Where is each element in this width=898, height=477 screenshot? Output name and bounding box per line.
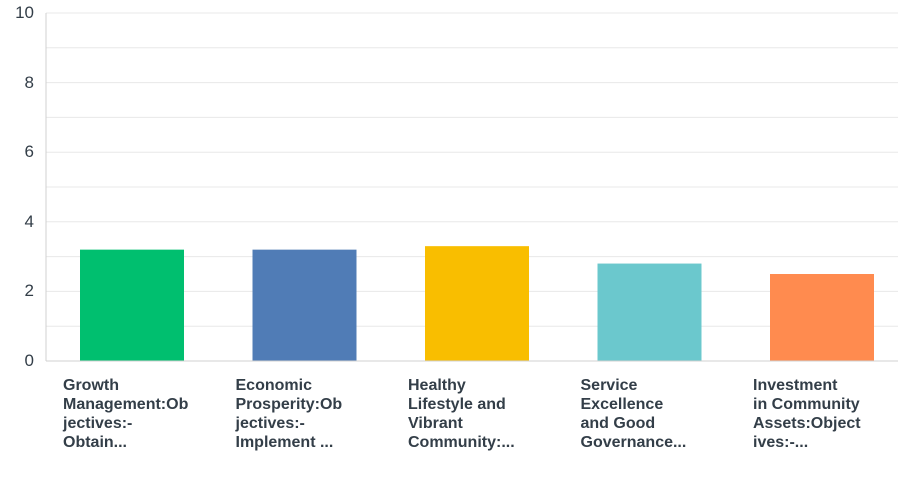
x-category-label: Growth Management:Ob jectives:- Obtain..…	[63, 377, 189, 451]
bar[interactable]	[597, 263, 702, 361]
x-category-label: Healthy Lifestyle and Vibrant Community:…	[408, 377, 515, 451]
bar[interactable]	[80, 249, 184, 361]
x-category-label: Service Excellence and Good Governance..…	[580, 377, 687, 451]
y-tick-label: 2	[24, 281, 34, 301]
bar[interactable]	[252, 249, 357, 361]
y-tick-label: 0	[24, 351, 34, 370]
x-category-label: Investment in Community Assets:Object iv…	[753, 377, 861, 451]
y-tick-label: 4	[24, 211, 34, 231]
y-tick-label: 10	[15, 3, 34, 22]
bar[interactable]	[425, 246, 529, 361]
y-tick-label: 8	[24, 72, 34, 92]
bar[interactable]	[770, 274, 874, 361]
y-tick-label: 6	[24, 142, 34, 162]
x-category-label: Economic Prosperity:Ob jectives:- Implem…	[235, 377, 343, 451]
